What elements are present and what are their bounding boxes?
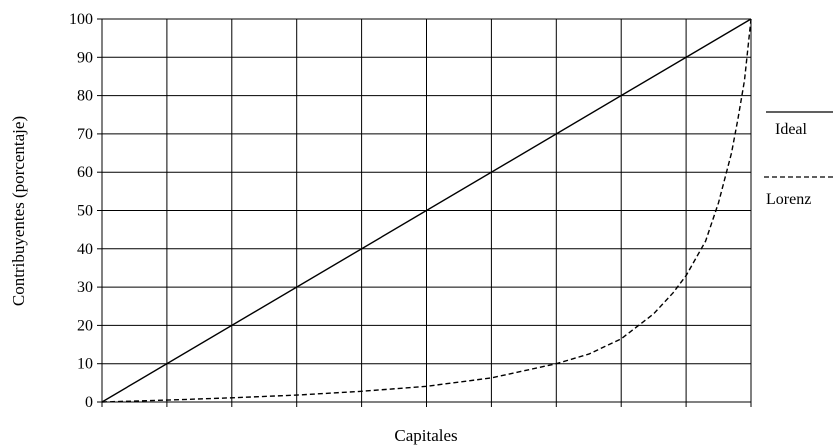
y-tick-label: 20 [77, 317, 93, 334]
series-lines [101, 18, 752, 403]
legend: Ideal Lorenz [764, 111, 833, 208]
x-axis-label: Capitales [394, 426, 457, 445]
y-tick-label: 80 [77, 88, 93, 105]
legend-label-ideal: Ideal [775, 121, 808, 138]
y-tick-label: 10 [77, 356, 93, 373]
y-tick-label: 60 [77, 164, 93, 181]
series-line-ideal [101, 18, 752, 403]
y-tick-label: 70 [77, 126, 93, 143]
series-line-lorenz [101, 18, 752, 403]
y-tick-label: 30 [77, 279, 93, 296]
y-tick-label: 90 [77, 49, 93, 66]
y-tick-label: 40 [77, 241, 93, 258]
y-tick-label: 50 [77, 203, 93, 220]
y-tick-label: 0 [85, 394, 93, 411]
y-tick-labels: 0 10 20 30 40 50 60 70 80 90 100 [69, 11, 93, 411]
y-tick-label: 100 [69, 11, 93, 28]
legend-label-lorenz: Lorenz [766, 191, 811, 208]
y-axis-label: Contribuyentes (porcentaje) [9, 116, 28, 306]
